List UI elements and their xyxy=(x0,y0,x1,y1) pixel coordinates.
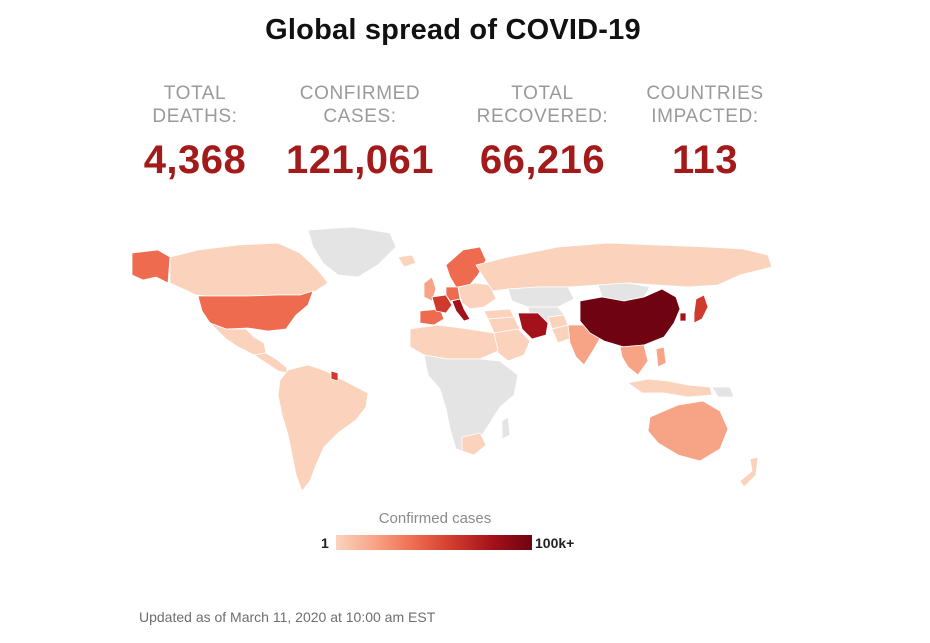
legend-max-label: 100k+ xyxy=(535,535,575,551)
map-region-canada[interactable] xyxy=(169,242,329,297)
map-region-france[interactable] xyxy=(431,294,453,314)
legend-color-scale xyxy=(336,535,532,550)
map-region-papua-new-guinea[interactable] xyxy=(711,386,735,398)
legend-min-label: 1 xyxy=(321,535,329,551)
map-region-north-africa[interactable] xyxy=(409,324,499,360)
map-region-indonesia[interactable] xyxy=(627,378,713,398)
map-region-africa[interactable] xyxy=(423,354,519,454)
stat-confirmed-cases: CONFIRMED CASES: 121,061 xyxy=(285,82,435,183)
page-title: Global spread of COVID-19 xyxy=(265,14,641,46)
stats-row: TOTAL DEATHS: 4,368 CONFIRMED CASES: 121… xyxy=(130,82,780,192)
map-region-saudi-arabia[interactable] xyxy=(493,328,531,362)
map-region-italy[interactable] xyxy=(451,298,471,322)
map-region-iceland[interactable] xyxy=(397,254,417,268)
map-region-greenland[interactable] xyxy=(307,226,397,278)
map-region-scandinavia[interactable] xyxy=(445,246,487,288)
map-region-south-africa[interactable] xyxy=(461,432,487,456)
legend-title: Confirmed cases xyxy=(378,510,492,527)
map-region-japan[interactable] xyxy=(693,294,709,324)
map-region-alaska[interactable] xyxy=(131,249,171,284)
map-region-mexico[interactable] xyxy=(209,322,267,356)
map-region-french-guiana[interactable] xyxy=(330,370,339,382)
map-region-philippines[interactable] xyxy=(655,346,667,368)
map-region-kazakhstan[interactable] xyxy=(507,286,575,308)
stat-label-line1: TOTAL xyxy=(163,83,227,104)
map-region-madagascar[interactable] xyxy=(501,416,511,440)
stat-value: 121,061 xyxy=(285,138,435,182)
map-region-eastern-europe[interactable] xyxy=(457,282,497,310)
stat-label-line1: COUNTRIES xyxy=(646,83,764,104)
map-region-south-korea[interactable] xyxy=(679,312,687,322)
stat-total-deaths: TOTAL DEATHS: 4,368 xyxy=(130,82,260,183)
stat-value: 4,368 xyxy=(143,138,247,182)
legend-gradient-bar xyxy=(336,535,532,550)
stat-value: 66,216 xyxy=(479,138,606,182)
map-region-china[interactable] xyxy=(579,288,681,348)
map-region-australia[interactable] xyxy=(647,400,729,462)
stat-label-line2: RECOVERED: xyxy=(476,106,609,127)
map-region-iran[interactable] xyxy=(517,312,549,340)
stat-total-recovered: TOTAL RECOVERED: 66,216 xyxy=(470,82,615,183)
updated-timestamp: Updated as of March 11, 2020 at 10:00 am… xyxy=(139,609,436,625)
map-region-south-america[interactable] xyxy=(277,364,369,492)
stat-label-line1: TOTAL xyxy=(511,83,574,104)
stat-label-line1: CONFIRMED xyxy=(299,83,421,104)
stat-value: 113 xyxy=(671,138,739,182)
map-region-southeast-asia[interactable] xyxy=(619,344,649,376)
stat-countries-impacted: COUNTRIES IMPACTED: 113 xyxy=(635,82,775,183)
map-region-central-america[interactable] xyxy=(253,352,289,374)
map-region-new-zealand[interactable] xyxy=(739,456,759,488)
stat-label-line2: CASES: xyxy=(323,106,397,127)
stat-label-line2: IMPACTED: xyxy=(651,106,759,127)
world-map xyxy=(131,226,773,492)
map-region-united-kingdom[interactable] xyxy=(423,276,437,302)
stat-label-line2: DEATHS: xyxy=(152,106,238,127)
